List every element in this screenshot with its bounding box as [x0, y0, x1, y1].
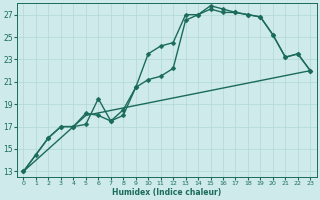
- X-axis label: Humidex (Indice chaleur): Humidex (Indice chaleur): [112, 188, 221, 197]
